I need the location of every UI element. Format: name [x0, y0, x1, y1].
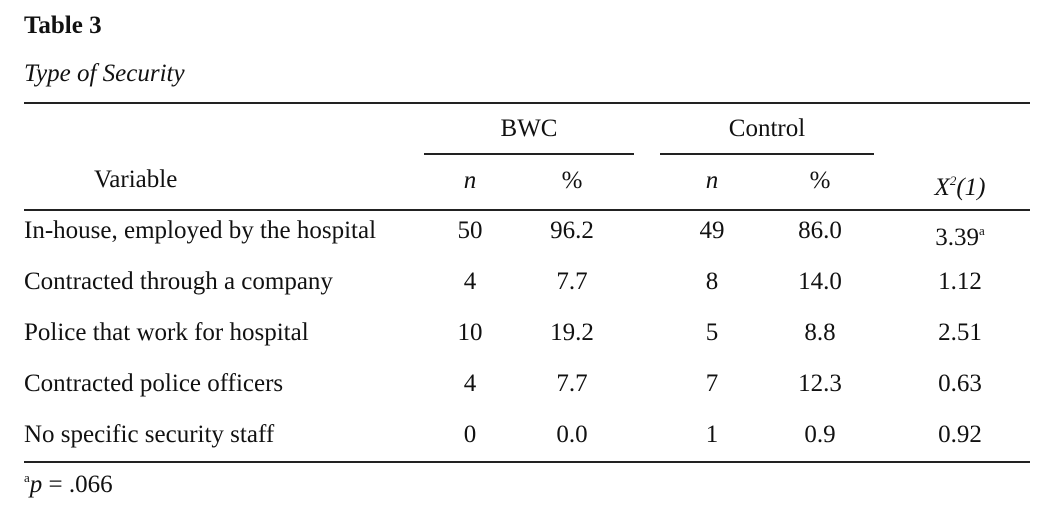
cell-chi-square: 3.39a: [935, 223, 985, 251]
bottom-rule: [24, 461, 1030, 463]
header-rule: [24, 209, 1030, 211]
top-rule: [24, 102, 1030, 104]
cell-variable: No specific security staff: [24, 421, 275, 448]
column-header-control-n: n: [705, 167, 719, 194]
cell-chi-square: 1.12: [938, 268, 982, 295]
cell-variable: Police that work for hospital: [24, 319, 309, 346]
table-title: Table 3: [24, 12, 102, 39]
cell-chi-square: 2.51: [938, 319, 982, 346]
bwc-group-rule: [424, 153, 634, 155]
column-header-variable: Variable: [94, 166, 178, 193]
cell-bwc-n: 0: [463, 421, 477, 448]
cell-bwc-n: 10: [457, 319, 483, 346]
column-header-bwc-n: n: [463, 167, 477, 194]
cell-bwc-n: 50: [457, 217, 483, 244]
cell-control-n: 7: [705, 370, 719, 397]
control-group-rule: [660, 153, 874, 155]
cell-control-pct: 86.0: [798, 217, 842, 244]
group-header-bwc: BWC: [500, 115, 558, 142]
cell-control-n: 5: [705, 319, 719, 346]
cell-control-n: 8: [705, 268, 719, 295]
cell-control-n: 49: [699, 217, 725, 244]
cell-control-pct: 12.3: [798, 370, 842, 397]
cell-control-pct: 14.0: [798, 268, 842, 295]
cell-bwc-pct: 96.2: [550, 217, 594, 244]
cell-control-pct: 0.9: [804, 421, 836, 448]
cell-control-n: 1: [705, 421, 719, 448]
group-header-control: Control: [728, 115, 806, 142]
cell-bwc-n: 4: [463, 268, 477, 295]
cell-bwc-pct: 19.2: [550, 319, 594, 346]
cell-bwc-pct: 0.0: [556, 421, 588, 448]
cell-bwc-n: 4: [463, 370, 477, 397]
cell-bwc-pct: 7.7: [556, 370, 588, 397]
cell-chi-square: 0.92: [938, 421, 982, 448]
cell-variable: In-house, employed by the hospital: [24, 217, 377, 244]
cell-variable: Contracted police officers: [24, 370, 284, 397]
table-note: ap = .066: [24, 470, 113, 498]
cell-control-pct: 8.8: [804, 319, 836, 346]
column-header-bwc-pct: %: [561, 167, 583, 194]
cell-variable: Contracted through a company: [24, 268, 333, 295]
column-header-chi-square: X2(1): [934, 173, 986, 201]
table-caption: Type of Security: [24, 60, 185, 87]
column-header-control-pct: %: [809, 167, 831, 194]
cell-chi-square: 0.63: [938, 370, 982, 397]
cell-bwc-pct: 7.7: [556, 268, 588, 295]
